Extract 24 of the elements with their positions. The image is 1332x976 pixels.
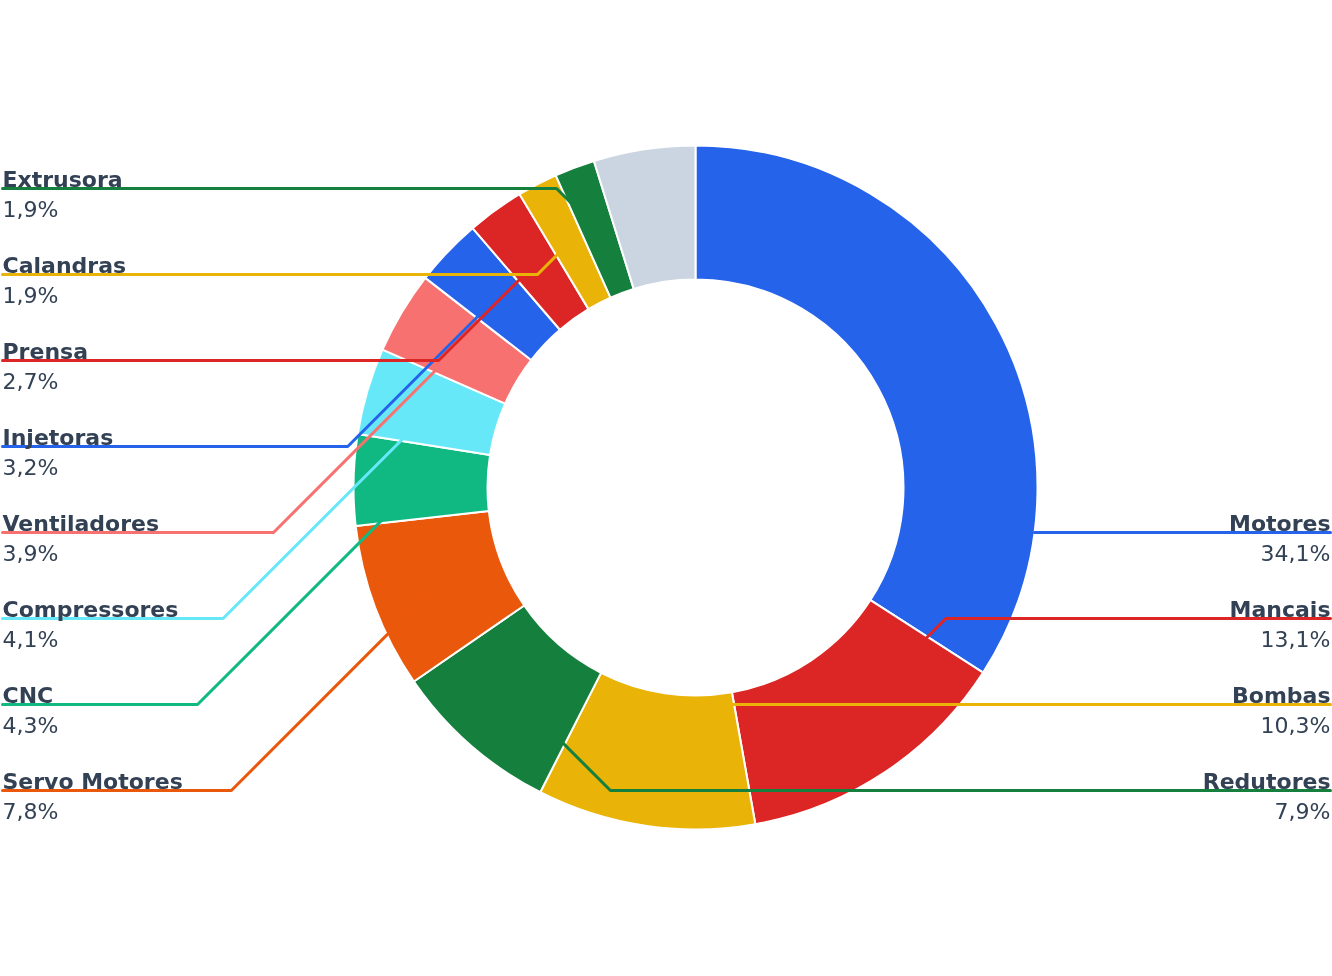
data-label: 7,9% bbox=[1274, 798, 1331, 824]
data-label: 1,9% bbox=[2, 282, 59, 308]
slice-label: Bombas bbox=[1232, 683, 1331, 708]
slice-label: Compressores bbox=[2, 597, 179, 622]
slice-label: Redutores bbox=[1202, 769, 1331, 794]
data-label: 3,9% bbox=[2, 540, 59, 566]
slice-label: Calandras bbox=[2, 253, 127, 278]
slice-label: Prensa bbox=[2, 339, 88, 364]
data-label: 10,3% bbox=[1260, 712, 1331, 738]
data-label: 13,1% bbox=[1260, 626, 1331, 652]
data-label: 4,1% bbox=[2, 626, 59, 652]
slice-label: Motores bbox=[1229, 511, 1331, 536]
data-label: 2,7% bbox=[2, 368, 59, 394]
data-label: 1,9% bbox=[2, 196, 59, 222]
data-label: 7,8% bbox=[2, 798, 59, 824]
slice-label: Extrusora bbox=[2, 167, 123, 192]
data-label: 4,3% bbox=[2, 712, 59, 738]
slice-label: Servo Motores bbox=[2, 769, 183, 794]
data-label: 3,2% bbox=[2, 454, 59, 480]
data-label: 34,1% bbox=[1260, 540, 1331, 566]
slice-label: Ventiladores bbox=[2, 511, 160, 536]
slice-label: Mancais bbox=[1229, 597, 1331, 622]
slice-label: Injetoras bbox=[2, 425, 114, 450]
slice-label: CNC bbox=[2, 683, 54, 708]
